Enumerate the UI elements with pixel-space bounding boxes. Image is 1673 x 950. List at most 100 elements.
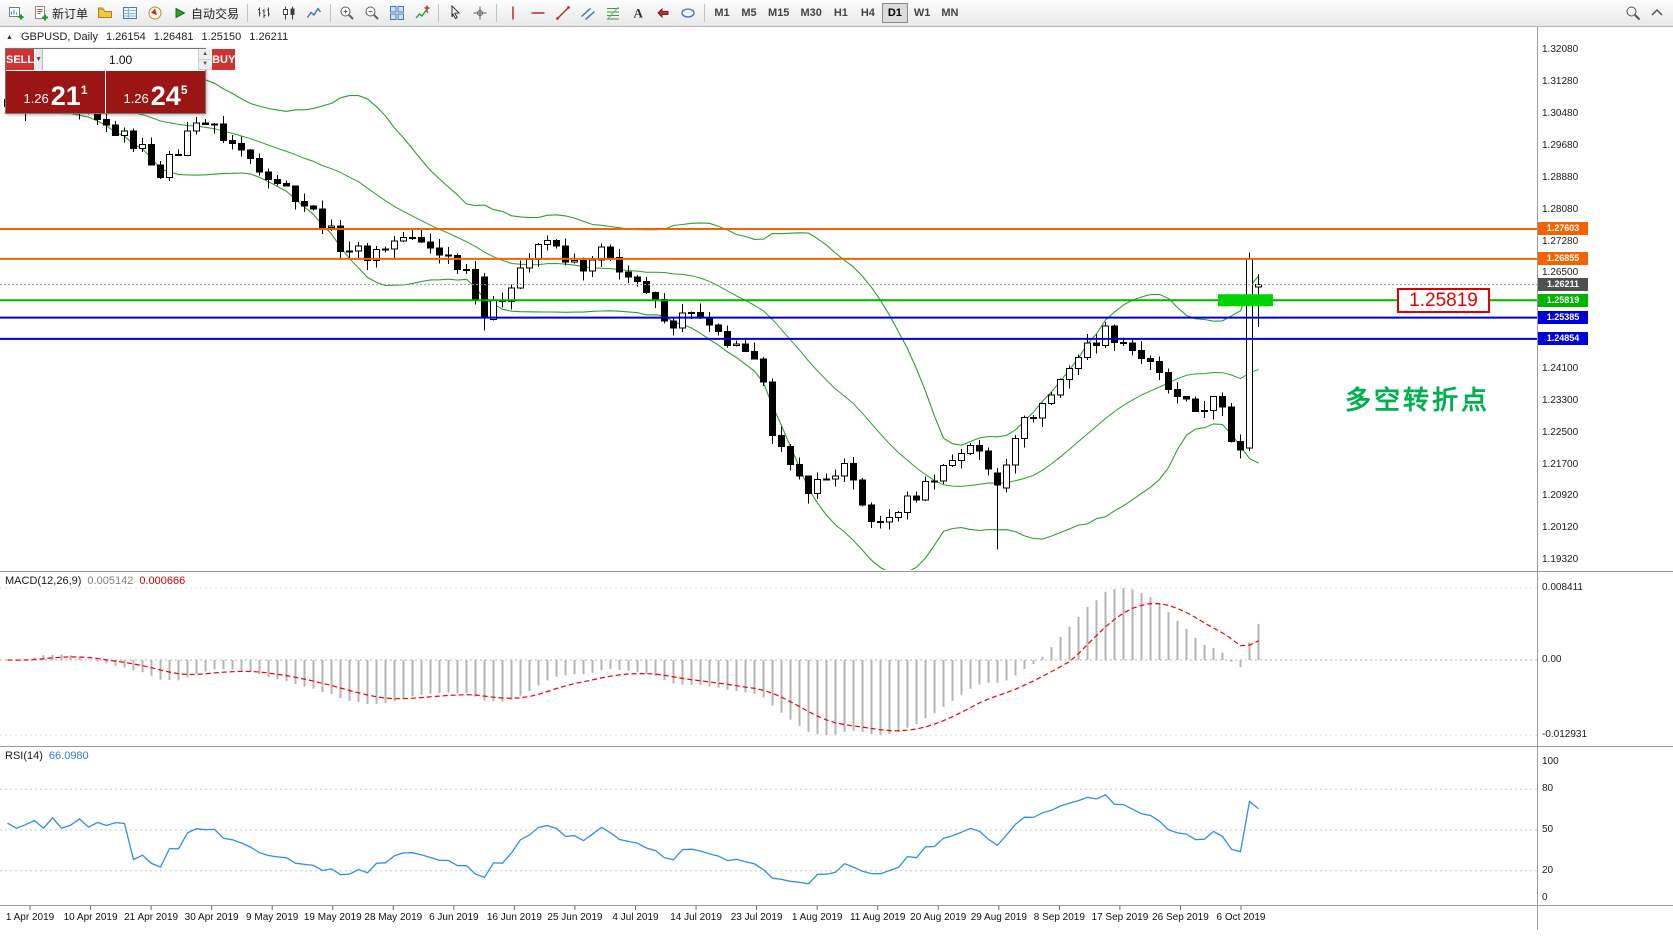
profiles-icon (98, 7, 113, 18)
crosshair-button[interactable] (468, 2, 492, 24)
macd-main-value: 0.005142 (87, 575, 134, 587)
price-tick: 1.26500 (1542, 267, 1579, 279)
timeframe-m1[interactable]: M1 (709, 3, 735, 23)
sell-price-sup: 1 (80, 83, 88, 97)
horizontal-line-button[interactable] (526, 2, 550, 24)
trendline-button[interactable] (551, 2, 575, 24)
time-axis[interactable]: 1 Apr 2019 10 Apr 2019 21 Apr 2019 30 Apr 2… (0, 906, 1537, 932)
volume-up-button[interactable]: ▲ (199, 49, 212, 60)
pivot-note-text[interactable]: 多空转折点 (1345, 385, 1491, 415)
volume-down-button[interactable]: ▼ (199, 59, 212, 70)
autotrading-button[interactable]: 自动交易 (168, 2, 243, 24)
date-tick: 26 Sep 2019 (1152, 912, 1209, 923)
bar-chart-button[interactable] (252, 2, 276, 24)
candlestick-chart-button[interactable] (277, 2, 301, 24)
line-chart-button[interactable] (302, 2, 326, 24)
new-order-button[interactable]: 新订单 (29, 2, 92, 24)
indicators-button[interactable] (410, 2, 434, 24)
volume-input[interactable] (43, 49, 199, 70)
vertical-line-button[interactable] (501, 2, 525, 24)
date-tick: 6 Oct 2019 (1216, 912, 1266, 923)
toolbar-right-group (1621, 2, 1669, 24)
sell-button[interactable]: SELL (6, 49, 36, 70)
timeframe-h1[interactable]: H1 (828, 3, 854, 23)
date-tick: 28 May 2019 (364, 912, 423, 923)
timeframe-group: M1 M5 M15 M30 H1 H4 D1 W1 MN (709, 3, 963, 23)
timeframe-d1[interactable]: D1 (881, 3, 908, 23)
timeframe-m30[interactable]: M30 (795, 3, 826, 23)
timeframe-m5[interactable]: M5 (736, 3, 762, 23)
new-chart-button[interactable] (4, 2, 28, 24)
date-tick: 14 Jul 2019 (670, 912, 722, 923)
cursor-icon (451, 5, 461, 20)
bar-chart-icon (258, 7, 271, 18)
price-tick: 1.24100 (1542, 362, 1579, 374)
macd-label-row: MACD(12,26,9) 0.005142 0.000666 (5, 575, 185, 587)
tile-windows-button[interactable] (385, 2, 409, 24)
ellipse-tool-icon (681, 8, 695, 18)
date-tick: 1 Apr 2019 (5, 912, 55, 923)
price-tick: 1.28880 (1542, 171, 1579, 183)
toolbar-separator (704, 4, 706, 22)
cursor-button[interactable] (443, 2, 467, 24)
autotrading-label: 自动交易 (191, 6, 240, 21)
price-tick: 1.19320 (1542, 554, 1579, 565)
profiles-button[interactable] (93, 2, 117, 24)
level-price-tag: 1.24854 (1538, 332, 1588, 346)
candles (4, 84, 1262, 550)
price-callout-box[interactable]: 1.25819 (1397, 288, 1490, 313)
zoom-out-button[interactable] (360, 2, 384, 24)
arrows-tool-button[interactable] (651, 2, 675, 24)
timeframe-h4[interactable]: H4 (855, 3, 881, 23)
text-tool-button[interactable]: A (626, 2, 650, 24)
level-price-tag: 1.25819 (1538, 293, 1588, 307)
timeframe-m15[interactable]: M15 (763, 3, 794, 23)
date-tick: 17 Sep 2019 (1091, 912, 1149, 923)
date-tick: 20 Aug 2019 (910, 912, 967, 923)
rsi-tick: 80 (1542, 783, 1554, 795)
horizontal-line-icon (531, 12, 545, 14)
fibonacci-button[interactable] (601, 2, 625, 24)
timeframe-mn[interactable]: MN (936, 3, 963, 23)
search-button[interactable] (1621, 2, 1645, 24)
rsi-tick: 50 (1542, 824, 1554, 835)
buy-price-button[interactable]: 1.26 24 5 (106, 71, 205, 113)
zoom-in-icon (340, 6, 354, 20)
collapse-triangle-icon[interactable]: ▲ (6, 33, 13, 41)
date-tick: 25 Jun 2019 (547, 912, 603, 923)
tile-windows-icon (390, 6, 405, 20)
date-tick: 21 Apr 2019 (124, 912, 179, 923)
navigator-button[interactable] (143, 2, 167, 24)
symbol-label: GBPUSD, Daily (20, 31, 98, 43)
buy-button[interactable]: BUY (212, 49, 236, 70)
bollinger-band[interactable] (61, 100, 1259, 487)
pivot-highlight-bar[interactable] (1218, 294, 1273, 307)
sell-price-small: 1.26 (23, 91, 49, 106)
price-tick: 1.21700 (1542, 458, 1579, 470)
bollinger-band[interactable] (61, 112, 1259, 573)
date-tick: 9 May 2019 (246, 912, 299, 923)
low-value: 1.25150 (201, 31, 242, 43)
timeframe-w1[interactable]: W1 (909, 3, 936, 23)
volume-dropdown-button[interactable]: ▼ (35, 49, 44, 70)
trendline-icon (556, 6, 570, 20)
shapes-tool-button[interactable] (676, 2, 700, 24)
sell-price-button[interactable]: 1.26 21 1 (6, 71, 106, 113)
arrows-tool-icon (657, 7, 669, 19)
navigator-icon (148, 6, 162, 20)
price-tick: 1.23300 (1542, 394, 1579, 406)
date-tick: 4 Jul 2019 (612, 912, 659, 923)
vertical-line-icon (512, 6, 514, 20)
date-tick: 1 Aug 2019 (791, 912, 843, 923)
macd-tick: 0.008411 (1542, 582, 1583, 593)
market-watch-icon (123, 7, 138, 19)
level-price-tag: 1.27603 (1538, 222, 1588, 236)
zoom-in-button[interactable] (335, 2, 359, 24)
market-watch-button[interactable] (118, 2, 142, 24)
collapse-toolbar-button[interactable] (1645, 2, 1669, 24)
price-tick: 1.22500 (1542, 426, 1579, 438)
date-tick: 30 Apr 2019 (184, 912, 239, 923)
main-toolbar: 新订单 自动交易 (0, 0, 1673, 27)
channel-button[interactable] (576, 2, 600, 24)
